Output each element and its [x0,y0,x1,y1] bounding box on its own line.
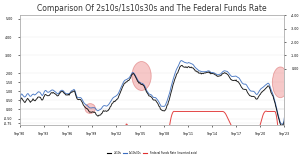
Ellipse shape [272,67,288,98]
Title: Comparison Of 2s10s/1s10s30s and The Federal Funds Rate: Comparison Of 2s10s/1s10s30s and The Fed… [37,4,267,13]
Ellipse shape [132,62,151,90]
Legend: 2s10s, 1s10s30s, Federal Funds Rate (inverted axis): 2s10s, 1s10s30s, Federal Funds Rate (inv… [106,150,198,156]
Ellipse shape [85,104,95,114]
